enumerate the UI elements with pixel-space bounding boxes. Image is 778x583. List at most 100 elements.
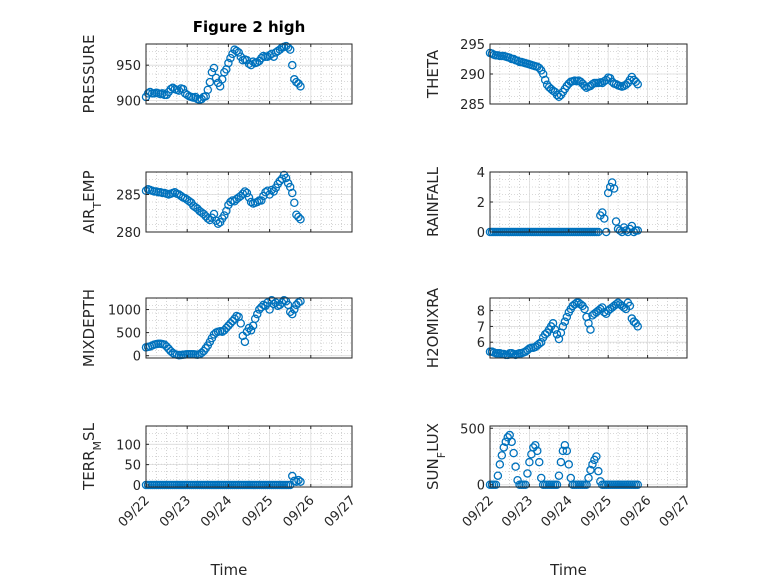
data-point xyxy=(495,460,505,469)
data-point xyxy=(226,53,235,63)
data-point xyxy=(242,188,252,198)
data-point xyxy=(535,339,544,349)
data-series xyxy=(485,48,643,102)
y-tick-label: 295 xyxy=(460,38,485,53)
data-point xyxy=(294,298,303,307)
data-point xyxy=(211,73,221,83)
y-axis-label: H2OMIXRA xyxy=(424,287,442,368)
data-point xyxy=(562,446,572,456)
data-point xyxy=(609,184,619,193)
y-tick-label: 0 xyxy=(477,479,485,494)
data-point xyxy=(558,446,568,456)
data-point xyxy=(552,480,562,489)
y-tick-label: 285 xyxy=(116,189,141,204)
y-tick-label: 0 xyxy=(477,226,485,241)
data-point xyxy=(234,48,243,57)
data-point xyxy=(285,45,295,54)
y-tick-label: 900 xyxy=(116,94,141,109)
y-tick-label: 8 xyxy=(477,305,485,320)
data-point xyxy=(631,77,641,87)
y-tick-label: 2 xyxy=(477,196,485,211)
y-tick-label: 0 xyxy=(133,479,141,494)
subplot-1: 900 950 PRESSURE Figure 2 high xyxy=(80,18,353,113)
data-series xyxy=(141,41,305,105)
y-tick-label: 500 xyxy=(116,327,141,342)
data-point xyxy=(252,197,262,207)
y-tick-label: 7 xyxy=(477,320,485,335)
x-tick-label: 09/26 xyxy=(281,493,318,530)
data-point xyxy=(562,312,572,322)
y-tick-label: 6 xyxy=(477,336,485,351)
x-tick-label: 09/22 xyxy=(116,493,153,530)
subplot-4: 0 2 4 RAINFALL xyxy=(424,166,688,241)
x-axis-label: Time xyxy=(549,561,587,579)
data-point xyxy=(533,446,542,456)
x-tick-label: 09/24 xyxy=(198,493,235,530)
data-series xyxy=(141,471,305,490)
y-tick-label: 1000 xyxy=(108,304,141,319)
data-point xyxy=(611,217,621,226)
x-tick-label: 09/24 xyxy=(539,493,576,530)
data-point xyxy=(594,466,603,476)
axes-box xyxy=(489,425,688,488)
data-point xyxy=(592,452,601,461)
data-point xyxy=(525,457,534,467)
data-point xyxy=(178,84,188,94)
data-point xyxy=(294,475,303,485)
data-point xyxy=(558,322,568,331)
data-point xyxy=(296,214,305,224)
subplot-3: 280 285 AIRTEMP xyxy=(80,170,353,241)
data-point xyxy=(564,460,574,469)
axes-box xyxy=(489,297,688,359)
data-point xyxy=(170,187,180,197)
data-point xyxy=(285,307,295,317)
data-point xyxy=(633,322,643,331)
axes-box xyxy=(145,297,353,359)
data-point xyxy=(540,75,550,85)
figure-title: Figure 2 high xyxy=(193,18,306,36)
data-point xyxy=(209,63,219,73)
data-point xyxy=(205,215,215,225)
y-axis-label: AIRTEMP xyxy=(80,170,104,233)
data-point xyxy=(538,69,548,79)
data-point xyxy=(288,309,297,319)
y-tick-label: 290 xyxy=(460,68,485,83)
data-point xyxy=(560,440,570,450)
data-point xyxy=(166,84,175,94)
subplot-7: 0 50 100 09/22 09/23 09/24 09/25 09/26 09/27 Time… xyxy=(80,422,359,579)
y-axis-label: SUNFLUX xyxy=(424,423,448,490)
y-tick-label: 100 xyxy=(116,438,141,453)
data-point xyxy=(560,317,570,326)
data-point xyxy=(257,53,266,63)
data-point xyxy=(601,75,611,85)
data-point xyxy=(499,443,509,452)
data-point xyxy=(513,56,522,66)
data-point xyxy=(236,319,246,328)
y-axis-label: MIXDEPTH xyxy=(80,289,98,367)
data-point xyxy=(584,473,593,483)
x-tick-label: 09/22 xyxy=(460,493,497,530)
data-point xyxy=(603,188,613,198)
x-tick-label: 09/25 xyxy=(239,493,276,530)
subplot-6: 678 H2OMIXRA xyxy=(424,287,688,368)
data-series xyxy=(141,170,305,228)
data-point xyxy=(240,337,250,347)
data-point xyxy=(143,89,153,98)
data-point xyxy=(535,457,544,467)
data-point xyxy=(257,196,266,205)
x-tick-label: 09/25 xyxy=(578,493,615,530)
data-point xyxy=(535,63,544,73)
data-point xyxy=(487,49,497,58)
data-point xyxy=(501,437,511,447)
data-point xyxy=(281,173,291,183)
y-tick-label: 280 xyxy=(116,226,141,241)
data-point xyxy=(633,79,643,89)
data-point xyxy=(228,316,237,326)
y-axis-label: RAINFALL xyxy=(424,166,442,237)
data-point xyxy=(531,440,540,450)
data-point xyxy=(598,208,607,217)
data-point xyxy=(224,58,233,68)
y-tick-label: 285 xyxy=(460,98,485,113)
data-point xyxy=(588,460,597,469)
